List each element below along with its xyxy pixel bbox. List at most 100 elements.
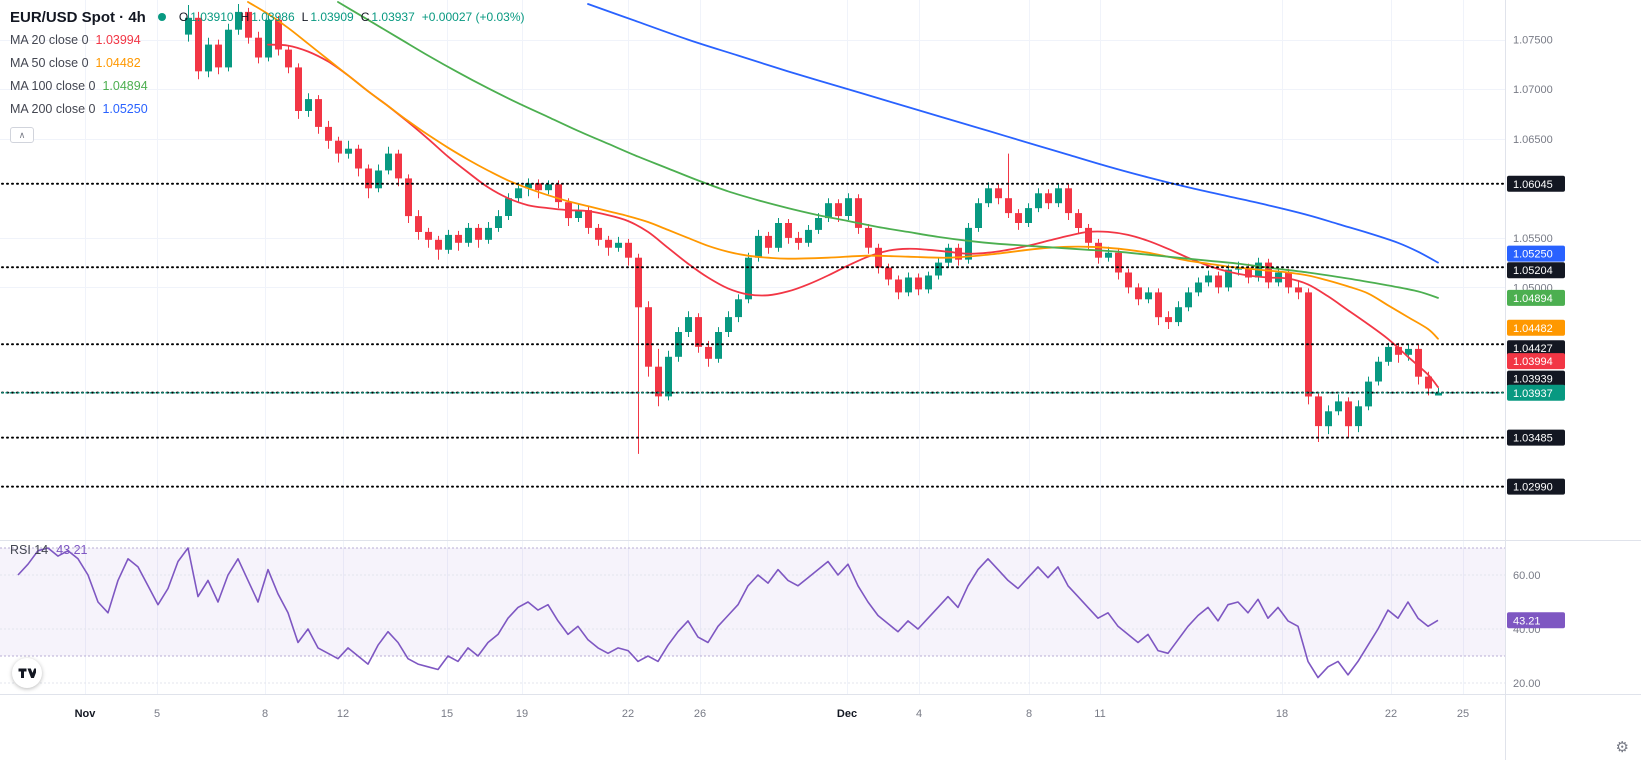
candle-body <box>805 229 812 243</box>
ma-50-legend[interactable]: MA 50 close 0 1.04482 <box>10 51 525 74</box>
candle-body <box>705 346 712 359</box>
price-levels[interactable] <box>1 182 1506 488</box>
candle-body <box>1375 361 1382 382</box>
candle-body <box>525 183 532 189</box>
candle-body <box>415 216 422 232</box>
price-axis[interactable]: 1.075001.070001.065001.055001.050001.060… <box>1507 35 1565 690</box>
time-axis-label: 22 <box>1385 708 1397 720</box>
candle-body <box>535 183 542 191</box>
price-axis-badge-text: 1.04427 <box>1513 343 1553 355</box>
time-axis-label: 11 <box>1094 708 1105 720</box>
tradingview-logo[interactable] <box>12 658 42 688</box>
candle-body <box>265 19 272 58</box>
candle-body <box>1105 252 1112 258</box>
price-axis-badge-text: 1.06045 <box>1513 179 1553 191</box>
rsi-axis-badge <box>1507 612 1565 629</box>
candle-body <box>1115 252 1122 273</box>
time-axis-label: 8 <box>1026 708 1032 720</box>
price-axis-badge <box>1507 175 1565 192</box>
candle-body <box>505 198 512 216</box>
candle-body <box>875 247 882 268</box>
ma-20-legend[interactable]: MA 20 close 0 1.03994 <box>10 28 525 51</box>
candle-body <box>1125 272 1132 288</box>
candle-body <box>1225 269 1232 288</box>
candle-body <box>855 198 862 228</box>
candle-body <box>1055 188 1062 204</box>
candle-body <box>1415 348 1422 377</box>
ma-200-legend[interactable]: MA 200 close 0 1.05250 <box>10 97 525 120</box>
candle-body <box>935 262 942 276</box>
candle-body <box>205 44 212 72</box>
candlestick-series <box>185 4 1442 454</box>
candle-body <box>445 234 452 250</box>
price-axis-badge-text: 1.03994 <box>1513 356 1553 368</box>
price-axis-badge-text: 1.04482 <box>1513 323 1553 335</box>
candle-body <box>1215 275 1222 288</box>
candle-body <box>515 188 522 199</box>
candle-body <box>195 17 202 72</box>
candle-body <box>1205 275 1212 283</box>
price-axis-badge <box>1507 340 1565 357</box>
candle-body <box>1345 401 1352 427</box>
rsi-value: 43.21 <box>56 543 88 557</box>
time-axis[interactable]: Nov 5 8 12 15 19 22 26 Dec 4 8 11 18 22 25 <box>75 708 1470 720</box>
time-axis-label: 12 <box>337 708 349 720</box>
candle-body <box>425 231 432 240</box>
candle-body <box>435 239 442 250</box>
symbol-title[interactable]: EUR/USD Spot · 4h <box>10 8 146 26</box>
candle-body <box>615 242 622 248</box>
candle-body <box>365 168 372 189</box>
candle-body <box>1425 376 1432 389</box>
candle-body <box>475 227 482 240</box>
ma-20-label: MA 20 close 0 <box>10 32 89 47</box>
candle-body <box>355 148 362 169</box>
close-value: 1.03937 <box>371 10 415 24</box>
candle-body <box>865 227 872 248</box>
price-axis-badge <box>1507 262 1565 279</box>
candle-body <box>1325 411 1332 427</box>
rsi-legend[interactable]: RSI 14 43.21 <box>10 543 88 557</box>
candle-body <box>545 184 552 191</box>
time-axis-label: 26 <box>694 708 706 720</box>
time-axis-label: 5 <box>154 708 160 720</box>
ma-50-value: 1.04482 <box>95 55 141 70</box>
ma-100-legend[interactable]: MA 100 close 0 1.04894 <box>10 74 525 97</box>
candle-body <box>575 210 582 218</box>
candle-body <box>585 210 592 228</box>
price-axis-badge-text: 1.02990 <box>1513 482 1553 494</box>
settings-gear-icon[interactable]: ⚙ <box>1615 739 1629 756</box>
rsi-band <box>0 548 1505 656</box>
candle-body <box>905 277 912 293</box>
candle-body <box>735 299 742 318</box>
candle-body <box>185 17 192 35</box>
candle-body <box>405 178 412 217</box>
candle-body <box>1005 198 1012 214</box>
candle-body <box>285 49 292 68</box>
candle-body <box>1405 348 1412 355</box>
high-value: 1.03986 <box>251 10 295 24</box>
price-axis-badge-text: 1.05250 <box>1513 249 1553 261</box>
candle-body <box>235 11 242 30</box>
candle-body <box>1235 267 1242 270</box>
candle-body <box>1385 346 1392 362</box>
candle-body <box>215 44 222 68</box>
price-axis-label: 1.06500 <box>1513 134 1553 146</box>
candle-body <box>1015 213 1022 223</box>
candle-body <box>1435 392 1442 396</box>
collapse-indicators-button[interactable]: ∧ <box>10 127 34 143</box>
market-status-dot[interactable] <box>157 13 166 21</box>
ma-200-label: MA 200 close 0 <box>10 101 96 116</box>
candle-body <box>325 126 332 141</box>
rsi-axis-label: 60.00 <box>1513 570 1541 582</box>
price-axis-label: 1.05500 <box>1513 233 1553 245</box>
ma-50-line <box>247 1 1439 340</box>
candle-body <box>985 188 992 204</box>
candle-body <box>295 67 302 111</box>
candle-body <box>385 153 392 171</box>
candle-body <box>625 242 632 258</box>
price-axis-badge-text: 1.03937 <box>1513 388 1553 400</box>
close-label: C <box>360 10 370 24</box>
